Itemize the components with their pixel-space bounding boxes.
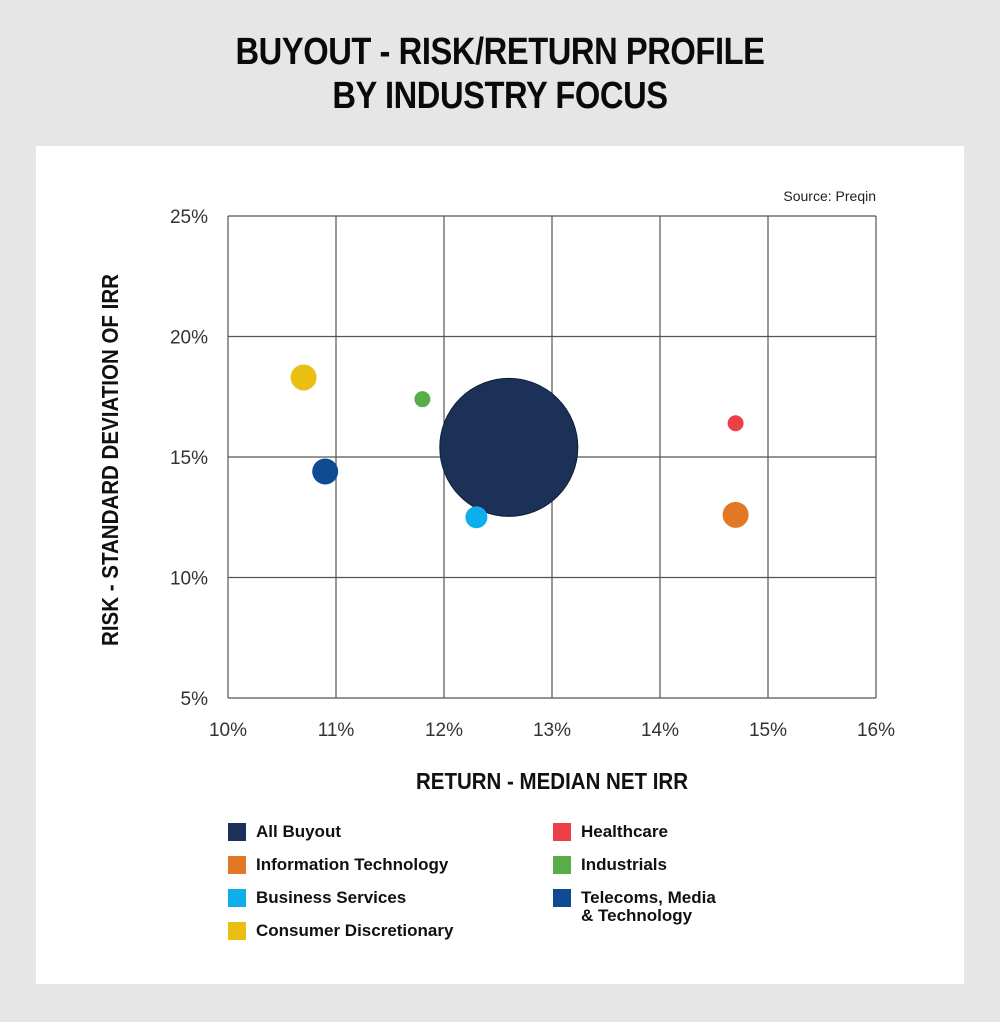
x-tick-label: 14% [641, 720, 679, 741]
bubble-all-buyout [439, 377, 579, 517]
x-tick-label: 12% [425, 720, 463, 741]
y-tick-label: 20% [170, 328, 208, 349]
y-tick-label: 25% [170, 207, 208, 228]
bubble-telecoms-media-technology [312, 458, 339, 485]
x-tick-label: 15% [749, 720, 787, 741]
bubble-industrials [414, 391, 431, 408]
y-tick-label: 15% [170, 448, 208, 469]
x-tick-label: 13% [533, 720, 571, 741]
y-tick-label: 10% [170, 569, 208, 590]
chart-panel: Source: Preqin 10% 11% 12% 13% 14% 15% 16% 5% 10%… [36, 146, 964, 984]
chart-title: BUYOUT - RISK/RETURN PROFILE BY INDUSTRY… [70, 30, 930, 118]
bubble-consumer-discretionary [290, 364, 317, 391]
x-tick-label: 11% [318, 720, 355, 741]
bubble-business-services [465, 506, 488, 529]
x-tick-label: 16% [857, 720, 895, 741]
x-tick-label: 10% [209, 720, 247, 741]
source-note: Source: Preqin [783, 188, 876, 204]
y-tick-label: 5% [181, 689, 209, 710]
bubble-information-technology [722, 501, 749, 528]
y-axis-label: RISK - STANDARD DEVIATION OF IRR [97, 274, 123, 646]
chart-title-line-2: BY INDUSTRY FOCUS [332, 75, 668, 117]
chart-title-line-1: BUYOUT - RISK/RETURN PROFILE [235, 31, 765, 73]
bubble-healthcare [727, 415, 744, 432]
x-axis-label: RETURN - MEDIAN NET IRR [416, 768, 688, 794]
